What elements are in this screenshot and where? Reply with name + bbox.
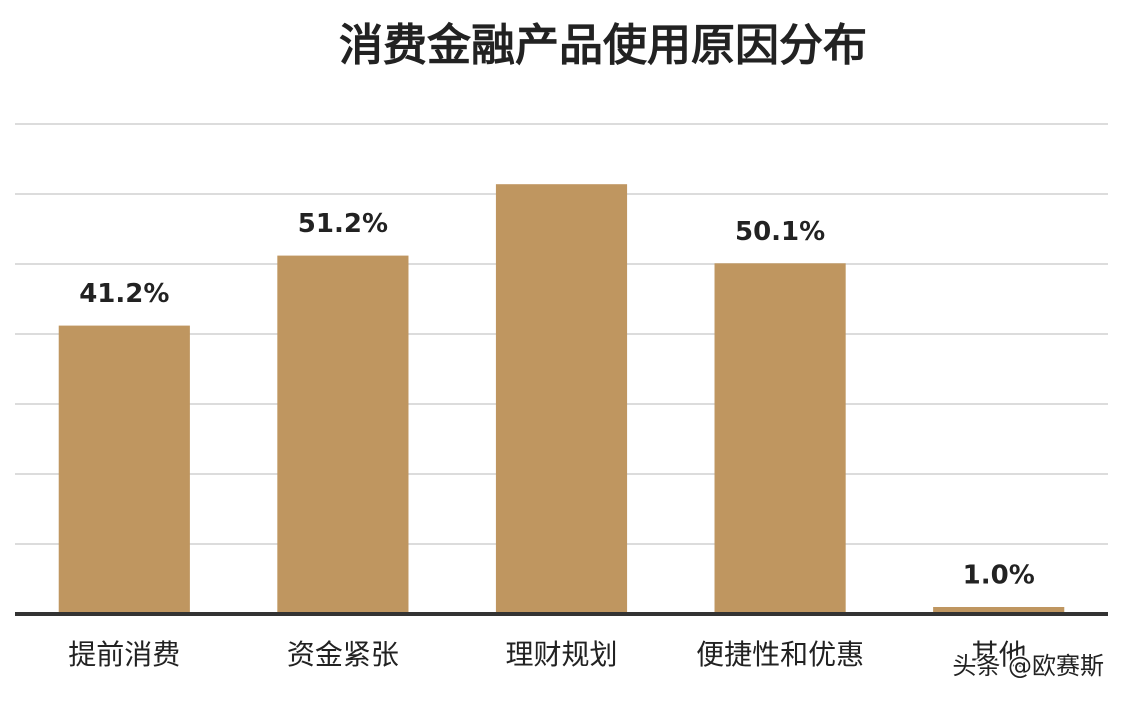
value-label: 51.2% xyxy=(298,209,388,239)
bar xyxy=(933,607,1065,614)
x-tick-label: 理财规划 xyxy=(505,638,617,671)
value-label: 1.0% xyxy=(963,561,1035,591)
bar xyxy=(495,184,628,614)
chart-title: 消费金融产品使用原因分布 xyxy=(339,20,867,71)
value-label: 50.1% xyxy=(735,217,825,247)
bar xyxy=(714,263,846,614)
value-label: 41.2% xyxy=(79,279,169,309)
x-tick-label: 提前消费 xyxy=(68,638,180,671)
x-tick-label: 其他 xyxy=(971,638,1027,671)
x-tick-label: 便捷性和优惠 xyxy=(696,638,864,671)
bar xyxy=(58,325,190,614)
watermark: 头条 @欧赛斯 xyxy=(952,652,1104,680)
bar xyxy=(277,255,409,614)
x-tick-label: 资金紧张 xyxy=(287,638,399,671)
